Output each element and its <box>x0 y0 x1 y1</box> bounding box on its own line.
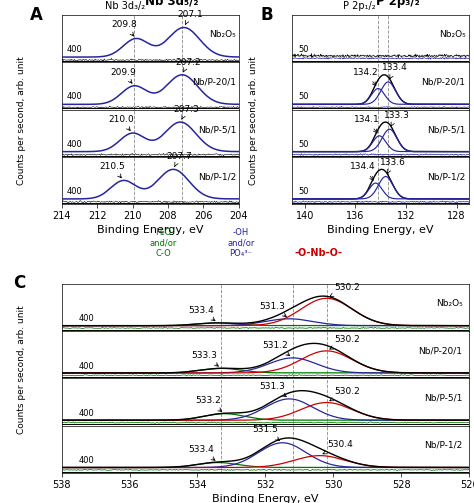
Text: 530.4: 530.4 <box>323 440 353 454</box>
Text: 50: 50 <box>298 45 309 54</box>
Text: 533.4: 533.4 <box>188 445 215 460</box>
X-axis label: Binding Energy, eV: Binding Energy, eV <box>328 225 434 235</box>
Text: 400: 400 <box>67 93 82 102</box>
Text: 207.2: 207.2 <box>175 57 201 72</box>
Text: 530.2: 530.2 <box>330 336 360 349</box>
Text: Counts per second, arb. unit: Counts per second, arb. unit <box>249 56 258 185</box>
Text: Nb/P-1/2: Nb/P-1/2 <box>198 173 236 181</box>
Text: 50: 50 <box>298 187 309 196</box>
Text: Nb₂O₅: Nb₂O₅ <box>436 299 463 308</box>
Text: 400: 400 <box>67 140 82 149</box>
Text: 400: 400 <box>67 45 82 54</box>
Text: -O-Nb-O-: -O-Nb-O- <box>294 247 342 258</box>
Text: B: B <box>260 6 273 24</box>
Text: 210.0: 210.0 <box>108 115 134 130</box>
Text: P 2p₃/₂: P 2p₃/₂ <box>376 0 420 8</box>
Text: 134.4: 134.4 <box>350 162 376 180</box>
Text: Nb/P-1/2: Nb/P-1/2 <box>427 173 465 181</box>
Text: Nb 3d₃/₂: Nb 3d₃/₂ <box>105 2 146 11</box>
Text: 530.2: 530.2 <box>330 387 360 401</box>
Text: 210.5: 210.5 <box>99 162 125 178</box>
Text: Nb/P-20/1: Nb/P-20/1 <box>421 78 465 87</box>
Text: 533.2: 533.2 <box>195 396 222 411</box>
Text: Nb₂O₅: Nb₂O₅ <box>210 31 236 39</box>
Text: 400: 400 <box>79 409 94 418</box>
Text: 207.1: 207.1 <box>177 10 203 25</box>
Text: 400: 400 <box>79 362 94 371</box>
Text: C: C <box>13 274 25 292</box>
Text: 400: 400 <box>79 314 94 323</box>
Text: -OH
and/or
PO₄³⁻: -OH and/or PO₄³⁻ <box>228 228 255 258</box>
Text: 209.9: 209.9 <box>110 67 136 83</box>
Text: 531.3: 531.3 <box>259 382 286 397</box>
Text: 133.3: 133.3 <box>383 111 410 126</box>
Text: H₂O
and/or
C-O: H₂O and/or C-O <box>150 228 177 258</box>
Text: 134.2: 134.2 <box>353 68 378 86</box>
Text: 209.8: 209.8 <box>112 20 137 36</box>
Text: 133.6: 133.6 <box>380 158 406 173</box>
Text: 207.3: 207.3 <box>173 105 200 119</box>
Text: 400: 400 <box>79 456 94 465</box>
Text: 530.2: 530.2 <box>330 283 360 297</box>
Text: Nb/P-20/1: Nb/P-20/1 <box>419 347 463 355</box>
Text: A: A <box>30 6 43 24</box>
X-axis label: Binding Energy, eV: Binding Energy, eV <box>97 225 203 235</box>
Text: Nb₂O₅: Nb₂O₅ <box>439 31 465 39</box>
Text: Nb/P-5/1: Nb/P-5/1 <box>424 394 463 402</box>
Text: Nb 3d₅/₂: Nb 3d₅/₂ <box>145 0 198 8</box>
Text: 50: 50 <box>298 93 309 102</box>
Text: 531.2: 531.2 <box>263 341 290 356</box>
Text: 533.3: 533.3 <box>191 351 219 366</box>
Text: Counts per second, arb. unit: Counts per second, arb. unit <box>17 305 26 434</box>
Text: Counts per second, arb. unit: Counts per second, arb. unit <box>17 56 26 185</box>
Text: Nb/P-5/1: Nb/P-5/1 <box>427 125 465 134</box>
X-axis label: Binding Energy, eV: Binding Energy, eV <box>212 494 319 503</box>
Text: 531.3: 531.3 <box>259 301 286 316</box>
Text: 400: 400 <box>67 187 82 196</box>
Text: Nb/P-1/2: Nb/P-1/2 <box>424 441 463 450</box>
Text: Nb/P-20/1: Nb/P-20/1 <box>192 78 236 87</box>
Text: P 2p₁/₂: P 2p₁/₂ <box>343 2 376 11</box>
Text: 134.1: 134.1 <box>354 115 380 133</box>
Text: 207.7: 207.7 <box>166 152 192 166</box>
Text: Nb/P-5/1: Nb/P-5/1 <box>198 125 236 134</box>
Text: 133.4: 133.4 <box>383 63 408 78</box>
Text: 531.5: 531.5 <box>253 426 280 441</box>
Text: 533.4: 533.4 <box>188 306 215 321</box>
Text: 50: 50 <box>298 140 309 149</box>
